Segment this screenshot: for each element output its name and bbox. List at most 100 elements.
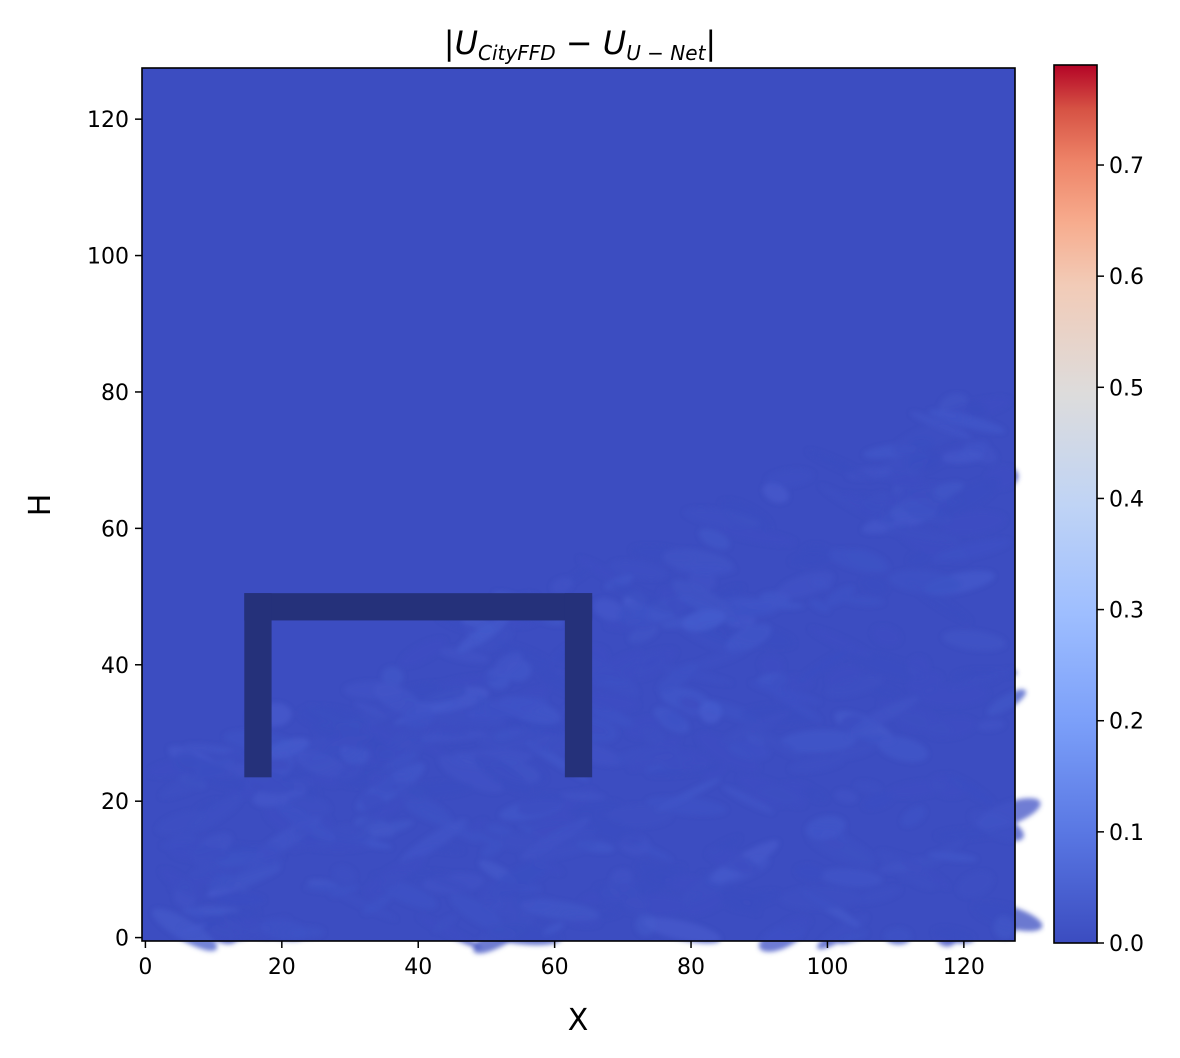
field-feature <box>362 894 392 915</box>
field-feature <box>496 833 538 851</box>
field-feature <box>264 737 310 760</box>
field-feature <box>275 803 337 842</box>
x-axis-label: X <box>568 1003 589 1038</box>
field-feature <box>825 585 855 607</box>
field-feature <box>223 916 278 939</box>
field-feature <box>789 756 845 773</box>
field-feature <box>381 666 404 687</box>
field-feature <box>872 686 902 699</box>
field-feature <box>977 720 1005 731</box>
field-feature <box>177 755 246 790</box>
field-feature <box>809 627 873 659</box>
obstacle-top-wall <box>244 593 593 621</box>
field-feature <box>531 812 572 840</box>
field-feature <box>886 780 949 799</box>
field-feature <box>696 732 760 772</box>
field-feature <box>629 840 673 862</box>
title-minus: − <box>556 24 603 62</box>
colorbar-tick-label: 0.2 <box>1109 710 1144 735</box>
field-feature <box>220 909 260 921</box>
field-feature <box>730 856 754 875</box>
field-feature <box>662 548 734 575</box>
field-feature <box>807 450 873 481</box>
field-feature <box>797 644 857 683</box>
field-feature <box>520 817 591 860</box>
field-feature <box>628 624 659 643</box>
field-feature <box>759 655 784 675</box>
field-feature <box>802 787 828 803</box>
field-feature <box>888 570 962 594</box>
field-feature <box>825 675 883 698</box>
field-feature <box>861 576 888 595</box>
field-feature <box>907 671 943 694</box>
y-tick-label: 60 <box>101 517 129 542</box>
field-feature <box>684 507 762 529</box>
heatmap-texture <box>147 393 1043 954</box>
field-feature <box>474 754 531 794</box>
field-feature <box>587 650 643 685</box>
field-feature <box>333 866 356 884</box>
field-feature <box>805 815 846 840</box>
title-sub1: CityFFD <box>478 41 556 65</box>
field-feature <box>315 732 380 748</box>
field-feature <box>976 798 1041 830</box>
field-feature <box>436 675 497 688</box>
field-feature <box>664 711 684 728</box>
field-feature <box>856 886 902 904</box>
field-feature <box>360 793 385 812</box>
field-feature <box>617 602 649 626</box>
field-feature <box>747 782 814 808</box>
field-feature <box>431 876 470 891</box>
colorbar-tick-label: 0.1 <box>1109 821 1144 846</box>
field-feature <box>380 880 437 909</box>
field-feature <box>779 887 861 910</box>
obstacle-right-wall <box>564 593 593 778</box>
field-feature <box>224 859 282 890</box>
field-feature <box>828 548 886 573</box>
field-feature <box>941 511 1006 535</box>
field-feature <box>993 915 1016 939</box>
field-feature <box>208 873 236 892</box>
field-feature <box>497 642 552 666</box>
field-feature <box>902 502 952 523</box>
y-tick-label: 40 <box>101 654 129 679</box>
field-feature <box>699 700 722 724</box>
field-feature <box>438 647 490 663</box>
colorbar-ticks: 0.0 0.1 0.2 0.3 0.4 0.5 0.6 0.7 <box>1097 154 1144 957</box>
field-feature <box>957 871 994 898</box>
field-feature <box>494 727 522 741</box>
y-axis-label: H <box>23 494 58 517</box>
field-feature <box>215 893 265 905</box>
field-feature <box>326 886 397 921</box>
field-feature <box>457 615 510 653</box>
field-feature <box>195 799 221 812</box>
field-feature <box>486 924 518 941</box>
title-u2: U <box>603 24 626 62</box>
field-feature <box>156 810 205 835</box>
field-feature <box>942 630 1006 651</box>
field-feature <box>790 553 828 566</box>
y-axis: 0 20 40 60 80 100 120 <box>87 108 142 952</box>
field-feature <box>570 800 621 816</box>
field-feature <box>466 696 547 720</box>
field-feature <box>809 599 830 613</box>
field-feature <box>290 775 317 792</box>
field-feature <box>387 723 456 762</box>
field-feature <box>401 706 435 729</box>
field-feature <box>476 628 513 651</box>
x-tick-label: 100 <box>806 955 848 980</box>
field-feature <box>399 638 446 667</box>
field-feature <box>493 651 523 676</box>
field-feature <box>863 791 895 810</box>
field-feature <box>850 652 927 681</box>
field-feature <box>947 773 995 806</box>
field-feature <box>909 437 935 450</box>
x-tick-label: 120 <box>943 955 985 980</box>
field-feature <box>878 482 939 508</box>
field-feature <box>901 806 926 827</box>
field-feature <box>607 880 648 909</box>
field-feature <box>593 598 625 621</box>
field-feature <box>628 736 681 771</box>
field-feature <box>716 526 796 546</box>
